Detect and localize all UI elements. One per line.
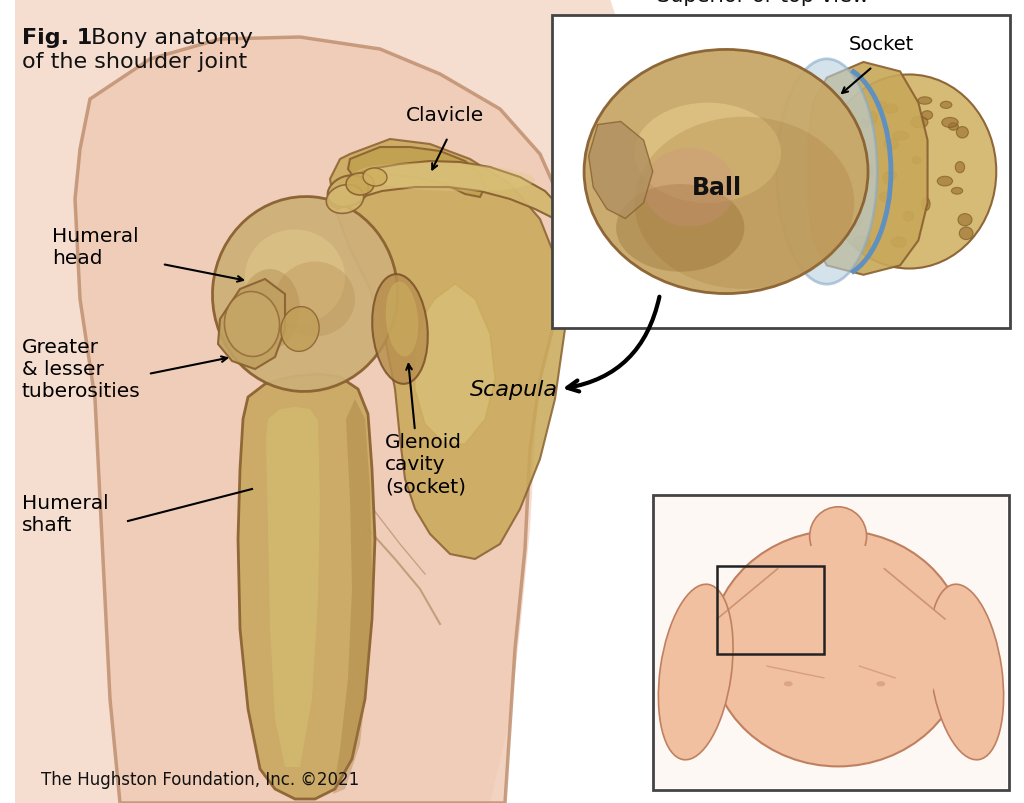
Bar: [552, 16, 1010, 328]
Ellipse shape: [853, 237, 870, 248]
Ellipse shape: [885, 172, 897, 181]
Ellipse shape: [281, 308, 319, 352]
Text: Humeral
head: Humeral head: [52, 227, 138, 268]
Bar: [655, 497, 1007, 788]
Bar: [653, 495, 1009, 790]
Ellipse shape: [918, 98, 932, 105]
Ellipse shape: [735, 543, 941, 755]
Ellipse shape: [386, 283, 418, 357]
Polygon shape: [333, 400, 372, 794]
Ellipse shape: [328, 176, 369, 207]
Ellipse shape: [783, 681, 793, 687]
Ellipse shape: [903, 212, 913, 222]
Ellipse shape: [956, 128, 969, 139]
Ellipse shape: [860, 120, 869, 129]
Bar: [717, 566, 824, 654]
Text: Scapula: Scapula: [470, 380, 558, 400]
Text: Socket: Socket: [849, 35, 914, 54]
Ellipse shape: [959, 228, 973, 240]
Ellipse shape: [868, 112, 878, 124]
Ellipse shape: [940, 102, 952, 109]
Ellipse shape: [822, 75, 996, 269]
Ellipse shape: [910, 117, 928, 128]
Ellipse shape: [852, 189, 863, 198]
Ellipse shape: [864, 165, 873, 177]
Polygon shape: [266, 407, 319, 767]
Polygon shape: [75, 38, 565, 803]
Ellipse shape: [877, 681, 886, 687]
Ellipse shape: [892, 238, 906, 248]
Ellipse shape: [372, 275, 428, 385]
Ellipse shape: [355, 164, 535, 192]
Text: Clavicle: Clavicle: [406, 106, 484, 124]
Text: Superior or top view: Superior or top view: [656, 0, 868, 6]
Ellipse shape: [327, 185, 364, 214]
Ellipse shape: [855, 245, 870, 252]
Ellipse shape: [948, 124, 958, 131]
Ellipse shape: [275, 262, 355, 337]
Text: The Hughston Foundation, Inc. ©2021: The Hughston Foundation, Inc. ©2021: [41, 770, 359, 788]
Ellipse shape: [364, 169, 387, 187]
Ellipse shape: [635, 104, 781, 203]
Text: of the shoulder joint: of the shoulder joint: [22, 52, 247, 72]
Ellipse shape: [884, 140, 899, 150]
Text: Ball: Ball: [692, 176, 742, 200]
Polygon shape: [328, 161, 560, 220]
Ellipse shape: [848, 216, 862, 227]
Ellipse shape: [240, 270, 300, 349]
Ellipse shape: [912, 157, 921, 165]
Ellipse shape: [346, 173, 374, 196]
Polygon shape: [330, 140, 565, 560]
Ellipse shape: [922, 112, 933, 120]
Ellipse shape: [245, 230, 345, 325]
Ellipse shape: [616, 185, 744, 272]
Ellipse shape: [883, 173, 893, 185]
Ellipse shape: [922, 198, 930, 211]
Polygon shape: [809, 63, 928, 275]
Polygon shape: [348, 148, 485, 198]
Polygon shape: [589, 122, 652, 219]
Ellipse shape: [644, 149, 735, 227]
Ellipse shape: [937, 177, 952, 186]
Text: Greater
& lesser
tuberosities: Greater & lesser tuberosities: [22, 338, 140, 401]
Text: Fig. 1: Fig. 1: [22, 28, 92, 48]
Ellipse shape: [658, 585, 733, 760]
Polygon shape: [15, 0, 630, 803]
Polygon shape: [415, 284, 495, 444]
Ellipse shape: [929, 585, 1004, 760]
Ellipse shape: [958, 214, 972, 226]
Text: Glenoid
cavity
(socket): Glenoid cavity (socket): [385, 433, 466, 496]
Ellipse shape: [877, 103, 887, 110]
Ellipse shape: [776, 59, 878, 285]
Polygon shape: [218, 279, 285, 369]
Ellipse shape: [942, 118, 958, 128]
Ellipse shape: [880, 193, 891, 202]
Text: Bony anatomy: Bony anatomy: [84, 28, 253, 48]
Ellipse shape: [635, 117, 854, 290]
Polygon shape: [238, 374, 375, 799]
Ellipse shape: [884, 104, 898, 114]
Bar: [554, 18, 1008, 327]
Ellipse shape: [710, 531, 967, 766]
Ellipse shape: [955, 162, 965, 173]
Ellipse shape: [810, 507, 866, 566]
Ellipse shape: [951, 188, 963, 195]
Ellipse shape: [212, 198, 397, 392]
Ellipse shape: [893, 132, 908, 141]
Ellipse shape: [224, 292, 280, 357]
Ellipse shape: [584, 51, 868, 294]
Text: Humeral
shaft: Humeral shaft: [22, 494, 109, 535]
